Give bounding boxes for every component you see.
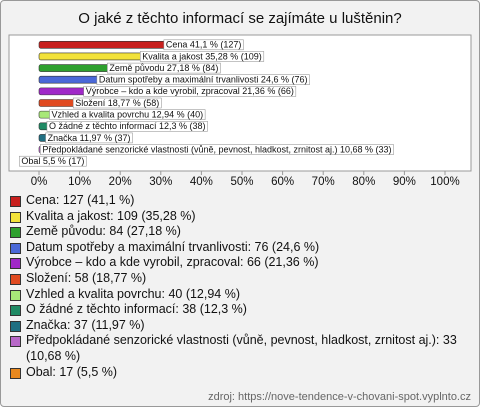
value-label: Země původu 27,18 % (84)	[109, 63, 218, 73]
value-label-bg	[19, 155, 87, 167]
legend-swatch	[10, 227, 21, 239]
legend-item: Kvalita a jakost: 109 (35,28 %)	[10, 209, 472, 225]
legend-swatch	[10, 367, 21, 379]
value-label: Značka 11,97 % (37)	[48, 133, 131, 143]
x-tick-label: 90%	[393, 176, 416, 188]
legend-label: Výrobce – kdo a kde vyrobil, zpracoval: …	[26, 255, 319, 270]
value-label: Kvalita a jakost 35,28 % (109)	[142, 51, 262, 61]
x-tick-label: 20%	[109, 176, 132, 188]
legend-label: O žádné z těchto informací: 38 (12,3 %)	[26, 302, 247, 317]
value-label-bg	[139, 51, 265, 62]
legend-label: Složení: 58 (18,77 %)	[26, 270, 147, 285]
legend-item: Země původu: 84 (27,18 %)	[10, 224, 472, 240]
value-label: Vzhled a kvalita povrchu 12,94 % (40)	[52, 110, 204, 120]
value-label-bg	[72, 97, 162, 109]
legend-swatch	[10, 273, 21, 285]
value-label-bg	[49, 109, 206, 120]
legend-label: Země původu: 84 (27,18 %)	[26, 224, 181, 239]
legend-label: Značka: 37 (11,97 %)	[26, 317, 145, 332]
value-label: Složení 18,77 % (58)	[75, 98, 159, 108]
value-label: Cena 41,1 % (127)	[166, 40, 242, 50]
legend-swatch	[10, 289, 21, 301]
legend-label: Obal: 17 (5,5 %)	[26, 364, 118, 379]
legend-item: Složení: 58 (18,77 %)	[10, 271, 472, 287]
legend-swatch	[10, 320, 21, 332]
source: zdroj: https://nove-tendence-v-chovani-s…	[208, 391, 471, 403]
x-tick-label: 70%	[312, 176, 335, 188]
value-label-bg	[83, 86, 297, 97]
value-label-bg	[163, 39, 244, 51]
x-tick-label: 50%	[230, 176, 253, 188]
value-label: Výrobce – kdo a kde vyrobil, zpracoval 2…	[86, 86, 294, 96]
value-label: Datum spotřeby a maximální trvanlivosti …	[99, 75, 308, 85]
legend-swatch	[10, 258, 21, 270]
x-tick-label: 0%	[31, 176, 48, 188]
legend-swatch	[10, 336, 21, 348]
x-tick-label: 10%	[68, 176, 91, 188]
value-label-bg	[96, 74, 310, 85]
value-label-bg	[40, 144, 394, 155]
legend-item: O žádné z těchto informací: 38 (12,3 %)	[10, 302, 472, 318]
value-label-bg	[107, 62, 221, 74]
legend-item: Obal: 17 (5,5 %)	[10, 365, 472, 381]
value-label: Obal 5,5 % (17)	[21, 156, 84, 166]
x-tick-label: 60%	[271, 176, 294, 188]
legend-label: Datum spotřeby a maximální trvanlivosti:…	[26, 239, 320, 254]
value-label: Předpokládané senzorické vlastnosti (vůn…	[42, 144, 391, 154]
legend-item: Cena: 127 (41,1 %)	[10, 193, 472, 209]
legend-item: Vzhled a kvalita povrchu: 40 (12,94 %)	[10, 287, 472, 303]
value-label: O žádné z těchto informací 12,3 % (38)	[49, 121, 206, 131]
legend-swatch	[10, 211, 21, 223]
legend-item: Značka: 37 (11,97 %)	[10, 318, 472, 334]
chart-title: O jaké z těchto informací se zajímáte u …	[78, 10, 402, 27]
legend-swatch	[10, 305, 21, 317]
x-tick-label: 30%	[149, 176, 172, 188]
legend-item: Výrobce – kdo a kde vyrobil, zpracoval: …	[10, 255, 472, 271]
legend-label: Cena: 127 (41,1 %)	[26, 193, 135, 207]
value-label-bg	[46, 121, 208, 132]
legend-item: Datum spotřeby a maximální trvanlivosti:…	[10, 240, 472, 256]
legend-label: Kvalita a jakost: 109 (35,28 %)	[26, 208, 196, 223]
x-tick-label: 80%	[352, 176, 375, 188]
legend-swatch	[10, 196, 21, 207]
legend-label: Předpokládané senzorické vlastnosti (vůn…	[26, 333, 457, 363]
value-label-bg	[45, 132, 133, 144]
x-tick-label: 100%	[430, 176, 459, 188]
legend-swatch	[10, 242, 21, 254]
legend-item: Předpokládané senzorické vlastnosti (vůn…	[10, 333, 472, 364]
x-tick-label: 40%	[190, 176, 213, 188]
legend: Cena: 127 (41,1 %) Kvalita a jakost: 109 …	[10, 193, 472, 380]
legend-label: Vzhled a kvalita povrchu: 40 (12,94 %)	[26, 286, 241, 301]
